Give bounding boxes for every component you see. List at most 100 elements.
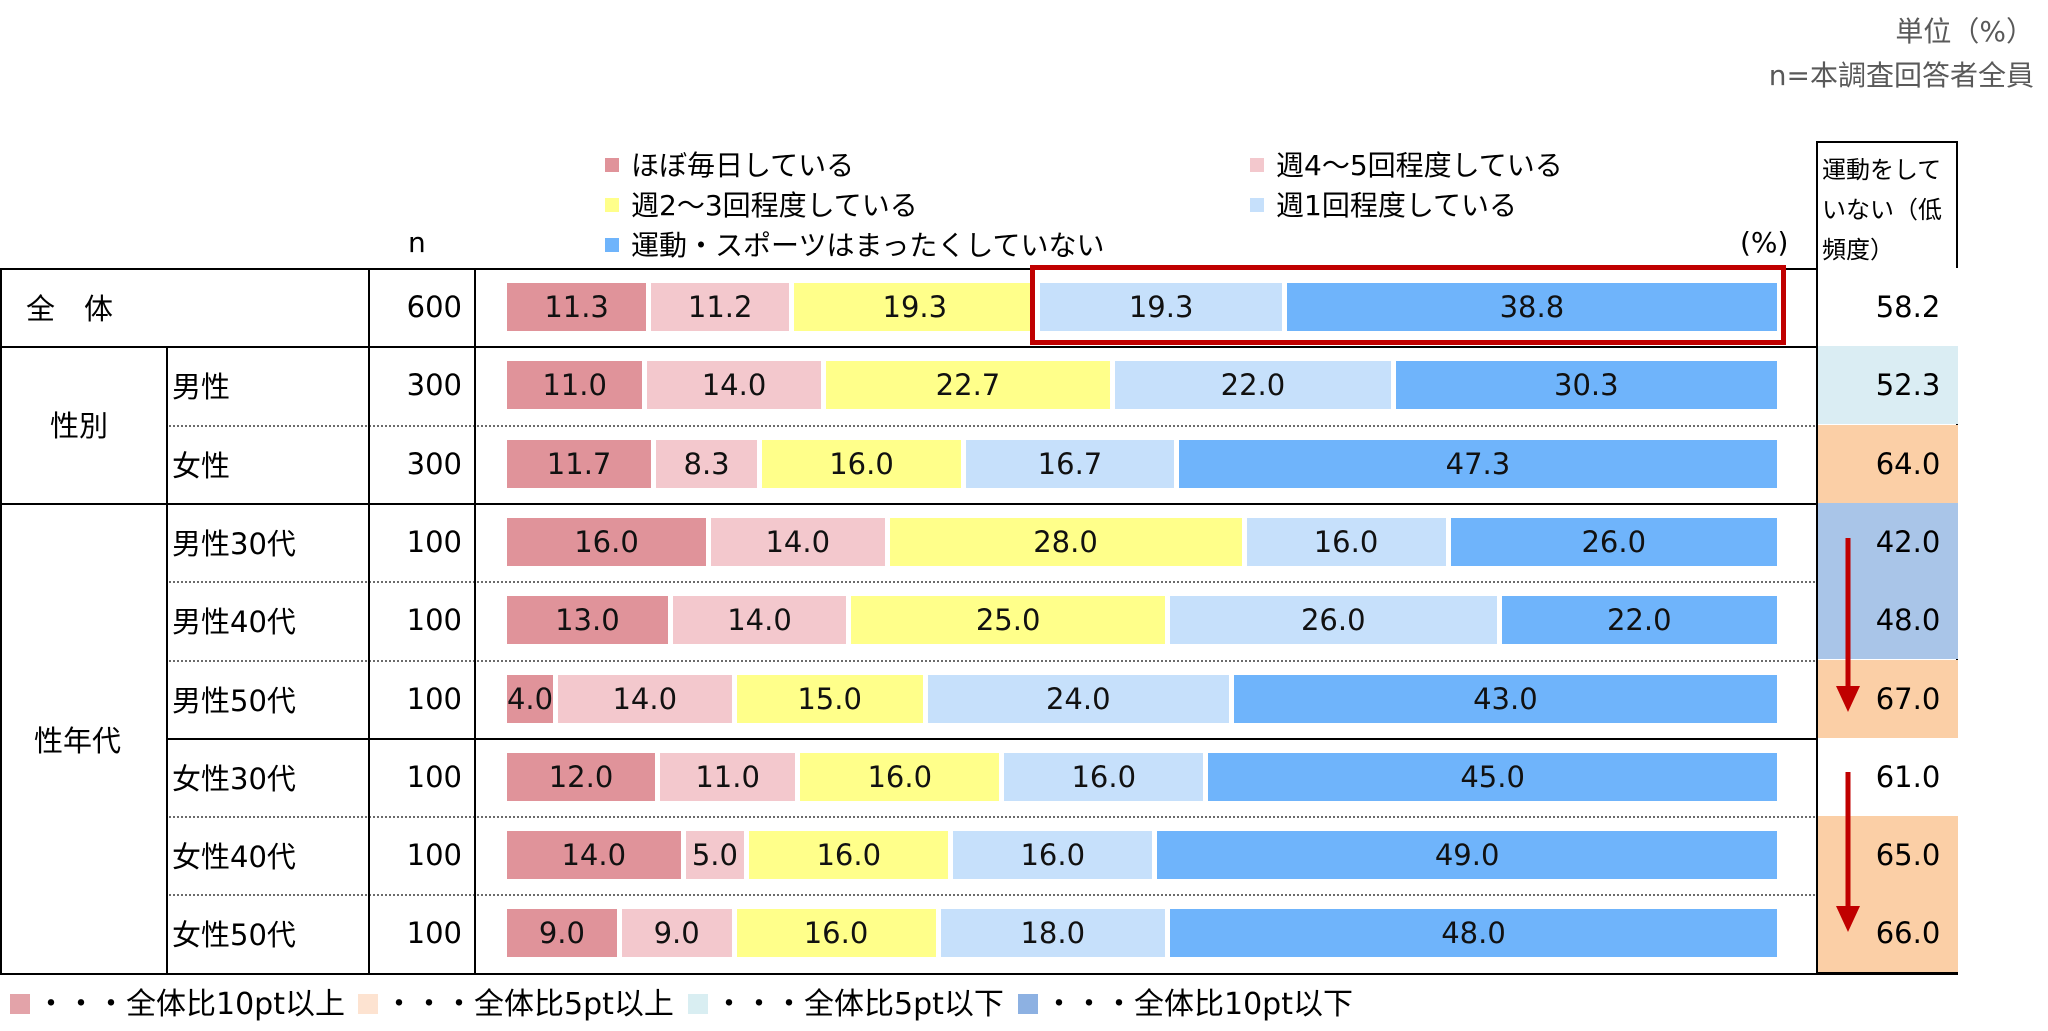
low-frequency-value: 61.0 xyxy=(1875,759,1941,794)
row-label: 女性 xyxy=(172,448,231,483)
bar-segment: 16.0 xyxy=(736,909,936,958)
row-n-value: 600 xyxy=(406,290,462,324)
highlight-swatch xyxy=(1018,993,1038,1014)
legend-swatch xyxy=(605,238,619,252)
legend-swatch xyxy=(1250,158,1264,172)
group-label-total: 全 体 xyxy=(26,292,114,326)
low-frequency-value: 65.0 xyxy=(1875,838,1941,873)
highlight-legend-label: ・・・全体比5pt以下 xyxy=(714,987,1004,1022)
low-frequency-value: 67.0 xyxy=(1875,681,1941,716)
bar-segment: 15.0 xyxy=(736,674,923,723)
row-label: 女性40代 xyxy=(172,840,296,875)
legend-item: 週4～5回程度している xyxy=(1250,146,1563,186)
bar-segment: 24.0 xyxy=(927,674,1229,723)
bar-segment: 14.0 xyxy=(647,361,821,410)
percent-header: (%) xyxy=(1740,226,1789,259)
low-frequency-value: 42.0 xyxy=(1875,524,1941,559)
grid-line xyxy=(0,268,1958,270)
low-frequency-cell: 67.0 xyxy=(1818,659,1958,738)
legend-item: 週1回程度している xyxy=(1250,186,1517,226)
bar-segment: 11.0 xyxy=(660,752,796,801)
group-label-gender-age: 性年代 xyxy=(34,724,122,758)
highlight-legend-item: ・・・全体比5pt以下 xyxy=(688,985,1004,1025)
row-n-value: 100 xyxy=(406,681,462,716)
low-frequency-cell: 58.2 xyxy=(1818,268,1958,346)
grid-line xyxy=(474,268,476,973)
row-n-value: 300 xyxy=(406,368,462,403)
highlight-swatch xyxy=(358,993,378,1014)
low-frequency-cell: 61.0 xyxy=(1818,737,1958,816)
highlight-swatch xyxy=(688,993,708,1014)
bar-segment: 11.7 xyxy=(507,439,652,488)
right-column-header-line3: 頻度） xyxy=(1822,236,1894,264)
legend-label: ほぼ毎日している xyxy=(631,149,855,182)
low-frequency-cell: 65.0 xyxy=(1818,816,1958,895)
low-frequency-cell: 42.0 xyxy=(1818,502,1958,581)
right-column-header-line1: 運動をして xyxy=(1822,156,1942,184)
row-n-value: 100 xyxy=(406,838,462,873)
bar-segment: 9.0 xyxy=(507,909,617,958)
emphasis-frame xyxy=(1030,265,1786,345)
row-label: 男性50代 xyxy=(172,683,296,718)
highlight-legend-label: ・・・全体比10pt以上 xyxy=(36,987,345,1022)
highlight-legend-item: ・・・全体比10pt以下 xyxy=(1018,985,1353,1025)
bar-segment: 26.0 xyxy=(1450,517,1777,566)
grid-line xyxy=(0,346,1958,349)
arrow-down-icon xyxy=(1836,772,1860,932)
bar-segment: 11.0 xyxy=(507,361,643,410)
bar-segment: 18.0 xyxy=(940,909,1165,958)
bar-segment: 16.0 xyxy=(1246,517,1446,566)
bar-segment: 28.0 xyxy=(889,517,1242,566)
bar-segment: 14.0 xyxy=(507,831,681,880)
bar-segment: 48.0 xyxy=(1170,909,1777,958)
bar-segment: 45.0 xyxy=(1208,752,1777,801)
row-n-value: 100 xyxy=(406,916,462,951)
grid-line xyxy=(166,816,1958,819)
legend-item: 週2～3回程度している xyxy=(605,186,918,226)
bar-segment: 19.3 xyxy=(794,283,1036,331)
sample-note: n=本調査回答者全員 xyxy=(1768,59,2034,92)
bar-segment: 19.3 xyxy=(1040,283,1282,331)
low-frequency-value: 48.0 xyxy=(1875,603,1941,638)
bar-segment: 16.0 xyxy=(953,831,1153,880)
low-frequency-cell: 52.3 xyxy=(1818,346,1958,425)
bar-segment: 14.0 xyxy=(711,517,885,566)
arrow-down-icon xyxy=(1836,538,1860,712)
bar-segment: 14.0 xyxy=(672,596,847,645)
row-n-value: 300 xyxy=(406,446,462,481)
bar-segment: 25.0 xyxy=(851,596,1165,645)
grid-line xyxy=(166,424,1958,427)
grid-line xyxy=(166,737,1958,740)
legend-item: ほぼ毎日している xyxy=(605,146,854,186)
row-label: 女性30代 xyxy=(172,761,296,796)
low-frequency-cell: 48.0 xyxy=(1818,581,1958,660)
low-frequency-value: 66.0 xyxy=(1875,916,1941,951)
low-frequency-value: 58.2 xyxy=(1875,290,1941,324)
bar-segment: 11.3 xyxy=(507,283,647,331)
unit-label: 単位（%） xyxy=(1895,15,2034,48)
low-frequency-cell: 64.0 xyxy=(1818,424,1958,503)
legend-label: 週4～5回程度している xyxy=(1276,149,1563,182)
n-column-header: n xyxy=(408,226,426,259)
legend-swatch xyxy=(605,198,619,212)
bar-segment: 4.0 xyxy=(507,674,553,723)
highlight-legend-item: ・・・全体比5pt以上 xyxy=(358,985,674,1025)
highlight-legend-item: ・・・全体比10pt以上 xyxy=(10,985,345,1025)
row-n-value: 100 xyxy=(406,603,462,638)
legend-label: 週1回程度している xyxy=(1276,189,1517,222)
bar-segment: 9.0 xyxy=(621,909,732,958)
bar-segment: 14.0 xyxy=(558,674,732,723)
low-frequency-value: 64.0 xyxy=(1875,446,1941,481)
bar-segment: 26.0 xyxy=(1170,596,1497,645)
highlight-swatch xyxy=(10,993,30,1014)
row-n-value: 100 xyxy=(406,759,462,794)
grid-line xyxy=(166,659,1958,662)
legend-label: 運動・スポーツはまったくしていない xyxy=(631,229,1105,262)
grid-line xyxy=(0,268,2,973)
bar-segment: 30.3 xyxy=(1395,361,1777,410)
right-column-header-line2: いない（低 xyxy=(1822,196,1942,224)
bar-segment: 22.7 xyxy=(825,361,1111,410)
grid-line xyxy=(166,346,168,973)
legend-swatch xyxy=(1250,198,1264,212)
highlight-legend-label: ・・・全体比10pt以下 xyxy=(1044,987,1353,1022)
